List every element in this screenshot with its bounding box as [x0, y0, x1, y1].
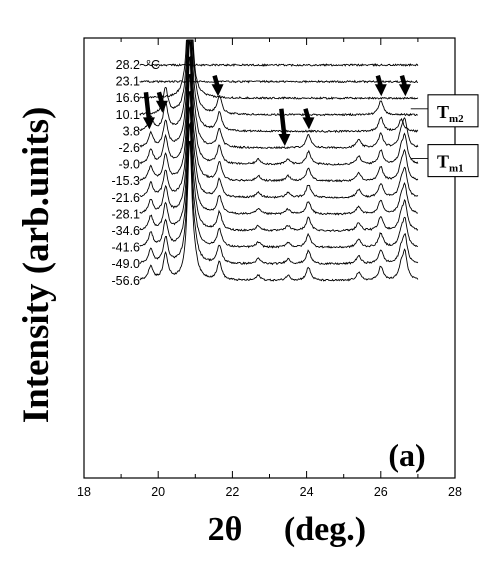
x-ticks: 18 20 22 24 26 28: [77, 38, 462, 499]
temperature-unit: °C: [146, 58, 160, 72]
x-tick-label: 20: [151, 485, 165, 499]
arrow-head: [302, 117, 315, 130]
xrd-curve: [139, 39, 419, 166]
panel-label: (a): [388, 437, 425, 473]
arrow-head: [142, 117, 155, 130]
temperature-label: -34.6: [112, 224, 141, 238]
xrd-curve: [139, 39, 419, 100]
x-tick-label: 22: [225, 485, 239, 499]
temperature-label: -28.1: [112, 207, 141, 221]
x-tick-label: 28: [448, 485, 462, 499]
xrd-curve: [139, 90, 419, 233]
y-axis-label: Intensity (arb.units): [16, 107, 57, 424]
x-axis-unit: (deg.): [284, 511, 366, 548]
annotation-box: [427, 144, 479, 178]
temperature-label: -2.6: [118, 141, 140, 155]
temperature-label: -41.6: [112, 241, 141, 255]
xrd-curve: [139, 121, 419, 266]
temperature-label: 23.1: [116, 75, 140, 89]
annotation-subscript: m1: [449, 163, 464, 175]
arrow-head: [374, 84, 387, 97]
xrd-curve: [139, 39, 419, 150]
temperature-label: 10.1: [116, 108, 140, 122]
temperature-label: 16.6: [116, 91, 140, 105]
x-tick-label: 24: [300, 485, 314, 499]
x-tick-label: 26: [374, 485, 388, 499]
x-tick-label: 18: [77, 485, 91, 499]
arrow-head: [278, 134, 291, 146]
xrd-curve: [139, 106, 418, 249]
arrow-head: [211, 84, 224, 97]
annotation-box: [427, 94, 479, 128]
temperature-label: 3.8: [123, 124, 140, 138]
annotation-subscript: m2: [449, 113, 464, 125]
temperature-label: -15.3: [112, 174, 141, 188]
xrd-curve: [139, 39, 419, 183]
arrow-head: [398, 84, 411, 97]
curves: [139, 39, 419, 282]
xrd-curve: [139, 63, 419, 67]
xrd-curve: [139, 39, 419, 134]
temperature-label: -21.6: [112, 191, 141, 205]
temperature-label: -49.0: [112, 257, 141, 271]
temperature-labels: 28.2 23.1 16.6 10.1 3.8 -2.6 -9.0 -15.3 -21.6 -28…: [112, 58, 161, 288]
temperature-label: -9.0: [118, 158, 140, 172]
arrow-head: [155, 100, 168, 113]
xrd-curve: [139, 56, 419, 199]
temperature-label: 28.2: [116, 58, 140, 72]
xrd-curve: [139, 39, 418, 117]
arrows: [142, 74, 411, 146]
arrow-shaft: [143, 91, 152, 120]
x-axis-symbol: 2θ: [208, 511, 243, 548]
temperature-label: -56.6: [112, 274, 141, 288]
xrd-curve: [139, 73, 419, 216]
arrow-shaft: [279, 108, 287, 137]
xrd-curve: [139, 140, 419, 282]
